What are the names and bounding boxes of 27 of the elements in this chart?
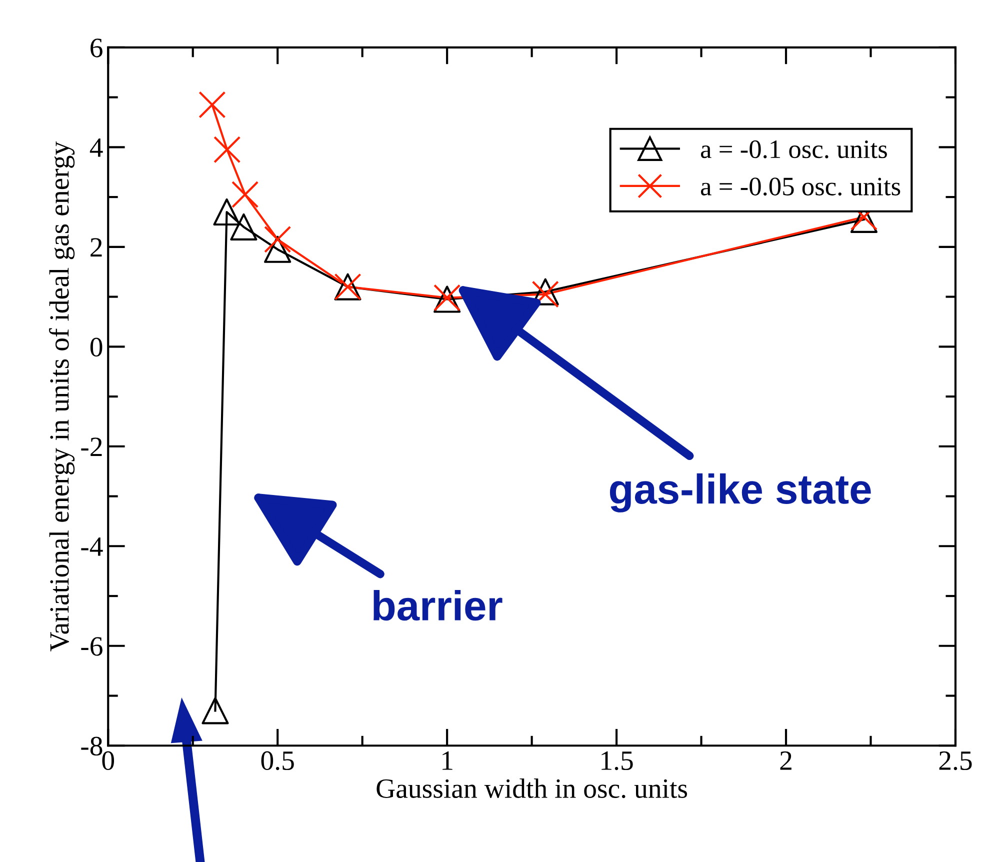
y-tick-label: -8 [81,736,102,756]
x-tick-label: 2 [780,751,792,770]
point [264,226,292,253]
point [264,236,292,263]
annotation: barrier [374,590,502,621]
y-tick-label: -2 [81,438,102,456]
point [213,198,240,226]
legend-label: a = -0.1 osc. units [700,140,887,158]
point [214,136,241,164]
point [198,91,226,118]
point [230,213,258,240]
x-tick-label: 1 [442,751,452,770]
y-tick-label: -6 [81,637,102,656]
legend-label: a = -0.05 osc. units [700,178,900,196]
point [232,180,259,208]
y-axis-title: Variational energy in units of ideal gas energy [49,141,75,652]
y-tick-label: 2 [90,238,102,257]
x-tick-label: 0.5 [261,751,294,770]
x-tick-label: 1.5 [602,751,633,770]
x-tick-label: 2.5 [939,751,972,770]
annotation: gas-like state [610,473,871,512]
x-axis-title: Gaussian width in osc. units [376,778,688,798]
y-tick-label: 4 [90,138,103,157]
point [202,697,229,724]
y-tick-label: 6 [90,38,102,58]
y-tick-label: 0 [90,338,102,357]
y-tick-label: -4 [81,537,103,556]
